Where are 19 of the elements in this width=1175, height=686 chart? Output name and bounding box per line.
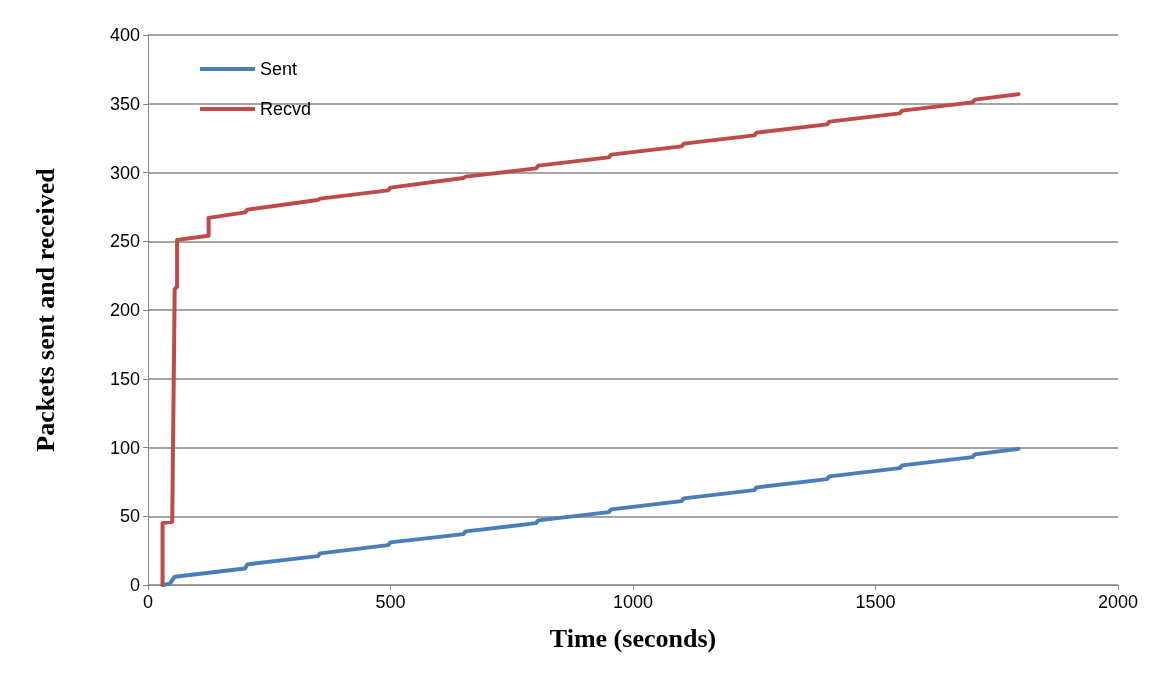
y-tick-label: 350: [109, 93, 140, 114]
x-tick-label: 500: [375, 592, 406, 612]
y-axis-title: Packets sent and received: [30, 167, 60, 452]
y-tick-label: 0: [129, 575, 140, 595]
legend-label: Sent: [260, 59, 298, 79]
y-tick-label: 300: [109, 162, 140, 183]
y-tick-label: 250: [109, 231, 140, 252]
x-axis-title: Time (seconds): [549, 623, 717, 653]
y-tick-label: 100: [109, 437, 140, 458]
legend-label: Recvd: [260, 99, 312, 119]
x-tick-label: 1500: [855, 592, 896, 612]
x-tick-label: 2000: [1097, 592, 1139, 612]
y-tick-label: 200: [109, 300, 140, 320]
x-tick-label: 0: [142, 592, 154, 612]
y-tick-label: 150: [109, 368, 140, 389]
y-tick-label: 400: [109, 25, 140, 45]
x-tick-label: 1000: [612, 592, 654, 612]
line-series: [160, 92, 1021, 587]
y-tick-label: 50: [119, 506, 140, 527]
